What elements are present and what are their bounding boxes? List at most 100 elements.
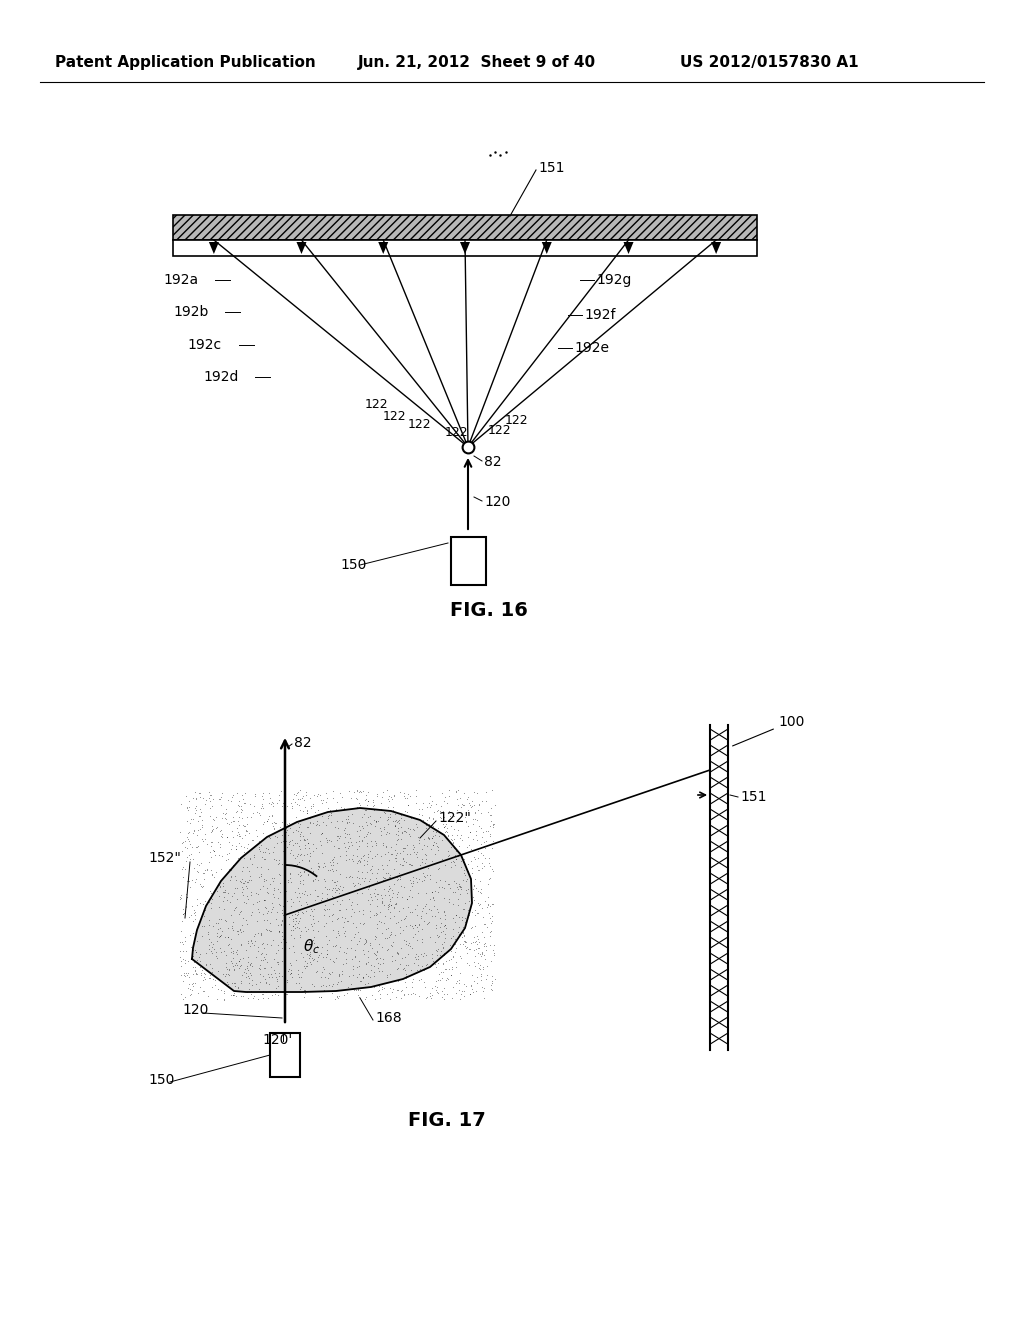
Point [399,795,416,816]
Point [193,799,209,820]
Point [466,795,482,816]
Point [389,942,406,964]
Text: 122: 122 [365,399,389,412]
Point [293,894,309,915]
Point [195,903,211,924]
Point [289,887,305,908]
Text: 82: 82 [484,455,502,469]
Point [292,813,308,834]
Point [340,837,356,858]
Point [263,920,280,941]
Point [349,966,366,987]
Point [351,956,368,977]
Point [447,973,464,994]
Point [357,989,374,1010]
Point [327,882,343,903]
Point [224,854,241,875]
Point [225,810,242,832]
Point [475,936,492,957]
Point [226,882,243,903]
Point [177,966,194,987]
Point [308,838,325,859]
Point [254,796,270,817]
Point [189,888,206,909]
Point [195,830,211,851]
Point [379,983,395,1005]
Point [439,792,456,813]
Point [338,824,354,845]
Point [384,886,400,907]
Point [466,939,482,960]
Point [187,908,204,929]
Point [372,871,388,892]
Point [180,821,197,842]
Point [436,816,453,837]
Point [468,931,484,952]
Point [269,969,286,990]
Point [265,929,282,950]
Point [344,812,360,833]
Point [380,841,396,862]
Point [395,898,412,919]
Point [433,921,450,942]
Point [251,837,267,858]
Point [271,895,288,916]
Point [290,902,306,923]
Point [432,803,449,824]
Point [292,862,308,883]
Point [419,865,435,886]
Point [473,833,489,854]
Point [433,945,450,966]
Point [374,978,390,999]
Point [328,927,344,948]
Point [369,913,385,935]
Point [255,783,271,804]
Point [481,805,498,826]
Point [433,940,450,961]
Point [185,973,202,994]
Point [299,829,315,850]
Point [273,780,290,801]
Point [455,869,471,890]
Point [361,805,378,826]
Point [418,817,434,838]
Point [323,805,339,826]
Point [483,921,500,942]
Point [172,888,188,909]
Point [451,916,467,937]
Point [313,890,330,911]
Point [446,843,463,865]
Point [350,873,367,894]
Point [471,859,487,880]
Point [298,891,314,912]
Point [449,952,465,973]
Point [349,861,366,882]
Point [200,924,216,945]
Point [449,825,465,846]
Point [228,920,245,941]
Point [424,791,440,812]
Point [382,894,398,915]
Point [343,929,359,950]
Point [212,876,228,898]
Point [403,937,420,958]
Point [461,834,477,855]
Point [269,826,286,847]
Point [315,915,332,936]
Point [314,981,331,1002]
Point [291,810,307,832]
Point [330,837,346,858]
Point [381,785,397,807]
Point [386,896,402,917]
Point [455,898,471,919]
Point [254,942,270,964]
Point [428,833,444,854]
Text: 151: 151 [740,789,767,804]
Point [238,940,254,961]
Point [258,972,274,993]
Point [188,941,205,962]
Point [375,858,391,879]
Point [460,816,476,837]
Point [342,906,358,927]
Point [211,908,227,929]
